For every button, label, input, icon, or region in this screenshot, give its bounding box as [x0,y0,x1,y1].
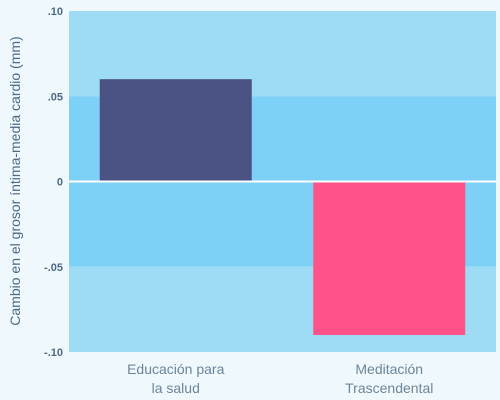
y-tick-label: .05 [48,91,63,103]
x-axis-categories: Educación para la salud Meditación Trascend… [127,361,433,396]
y-axis-label: Cambio en el grosor íntima-media cardio … [7,36,23,325]
bar [99,79,252,182]
y-axis-ticks: .10 .05 0 -.05 -.10 [44,6,63,359]
x-category-label: Meditación Trascendental [345,361,433,396]
bars [99,79,466,335]
bar [313,182,466,335]
y-tick-label: 0 [57,177,63,189]
y-tick-label: .10 [48,6,63,18]
y-tick-label: -.05 [44,262,63,274]
y-tick-label: -.10 [44,347,63,359]
x-category-label: Educación para la salud [127,361,225,396]
